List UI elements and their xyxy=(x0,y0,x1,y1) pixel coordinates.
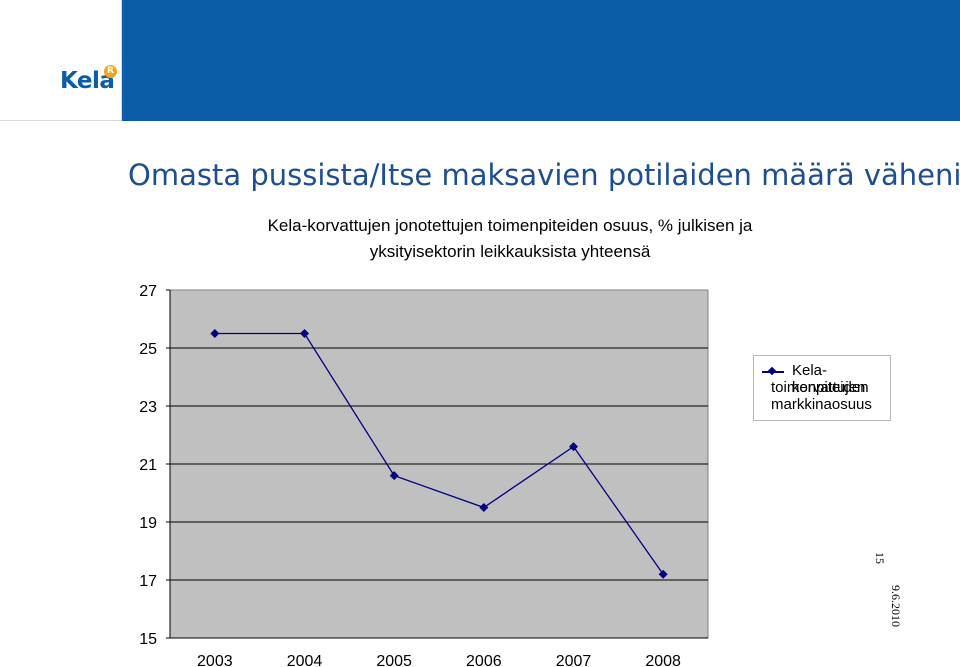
legend-label-line-2: toimenpiteiden xyxy=(771,379,869,396)
x-tick-label: 2006 xyxy=(466,653,502,667)
legend-label-continued: toimenpiteiden markkinaosuus xyxy=(771,379,889,413)
x-tick-label: 2008 xyxy=(645,653,681,667)
data-point xyxy=(479,503,489,512)
y-tick-label: 27 xyxy=(139,283,157,300)
registered-mark-icon: R xyxy=(104,65,117,78)
series-line xyxy=(214,332,664,575)
chart-title-line-1: Kela-korvattujen jonotettujen toimenpite… xyxy=(267,216,753,235)
y-tick-label: 23 xyxy=(139,399,157,416)
legend-label-line-3: markkinaosuus xyxy=(771,396,872,413)
legend-label-line-1: Kela-korvattujen xyxy=(792,362,866,396)
y-tick-label: 19 xyxy=(139,515,157,532)
logo-area: Kela R xyxy=(0,0,122,121)
data-point xyxy=(389,471,399,481)
data-point xyxy=(658,569,668,579)
page-number: 15 xyxy=(873,552,887,564)
chart-title: Kela-korvattujen jonotettujen toimenpite… xyxy=(170,213,850,265)
x-tick-label: 2005 xyxy=(376,653,412,667)
chart-legend: Kela-korvattujen toimenpiteiden markkina… xyxy=(753,355,891,421)
legend-diamond-icon xyxy=(767,366,777,376)
y-tick-label: 17 xyxy=(139,573,157,590)
data-point xyxy=(210,329,220,338)
data-point xyxy=(569,442,578,452)
x-tick-label: 2007 xyxy=(556,653,592,667)
x-tick-label: 2004 xyxy=(287,653,323,667)
slide-date: 9.6.2010 xyxy=(889,585,903,627)
x-tick-label: 2003 xyxy=(197,653,233,667)
y-tick-label: 21 xyxy=(139,457,157,474)
legend-label: Kela-korvattujen xyxy=(792,362,890,396)
y-tick-label: 25 xyxy=(139,341,157,358)
data-point xyxy=(300,329,309,338)
chart-title-line-2: yksityisektorin leikkauksista yhteensä xyxy=(369,242,651,261)
slide-title: Omasta pussista/Itse maksavien potilaide… xyxy=(128,158,960,192)
header-band xyxy=(122,0,960,121)
y-tick-label: 15 xyxy=(139,631,157,648)
